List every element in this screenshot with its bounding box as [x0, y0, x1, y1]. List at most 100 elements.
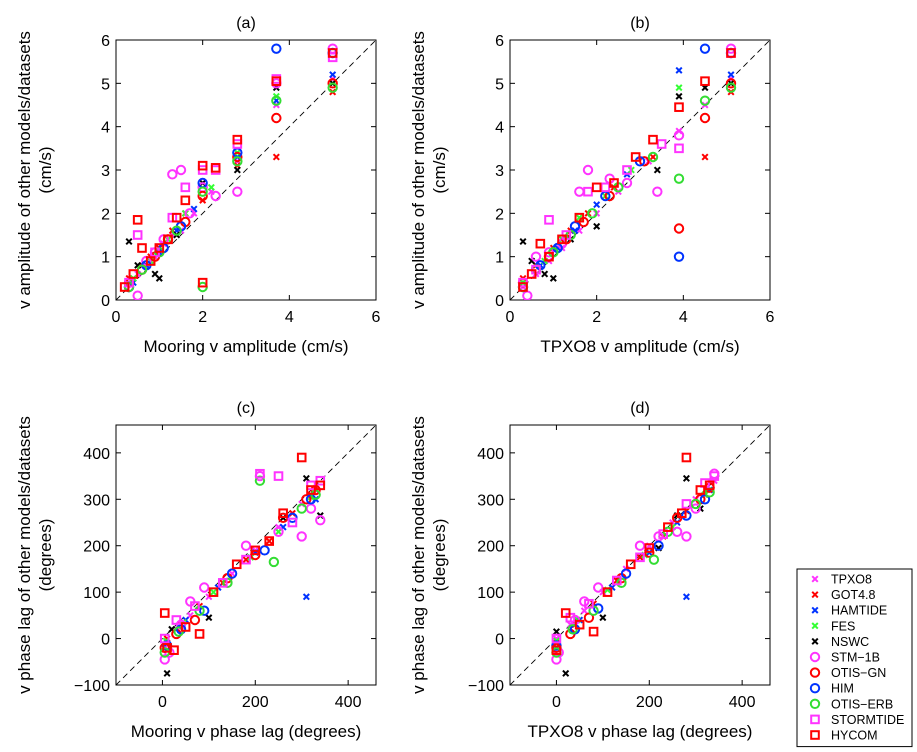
data-point	[574, 619, 585, 630]
legend-label: FES	[831, 619, 855, 633]
series-stm-1b	[123, 43, 338, 300]
data-point	[250, 545, 261, 556]
data-point	[648, 554, 660, 565]
legend-item: OTIS−ERB	[809, 697, 893, 711]
data-point	[653, 540, 664, 551]
legend-item: FES	[811, 619, 855, 633]
panels: 0 2 4 6 0 1 2 3 4 5 6 (a) Mooring v amplitude (cm/s)…	[15, 15, 775, 741]
legend-item: STM−1B	[809, 651, 880, 665]
data-point	[648, 134, 658, 145]
data-point	[649, 153, 657, 161]
y-axis-label: v phase lag of other models/datasets (deg…	[409, 416, 449, 694]
data-point	[673, 251, 685, 262]
data-point	[674, 143, 684, 154]
legend-marker	[811, 622, 819, 630]
data-point	[588, 626, 599, 637]
y-tick-label: 100	[83, 585, 110, 602]
x-tick-label: 0	[158, 694, 167, 711]
legend-label: GOT4.8	[831, 588, 876, 602]
data-point	[180, 622, 191, 632]
y-tick-label: 2	[495, 206, 504, 223]
legend-item: HYCOM	[810, 729, 878, 743]
data-point	[190, 601, 200, 611]
x-tick-label: 2	[592, 309, 601, 326]
data-point	[699, 112, 711, 124]
data-point	[154, 243, 165, 253]
x-tick-label: 4	[285, 309, 294, 326]
data-point	[271, 76, 282, 86]
legend-marker	[811, 637, 819, 645]
x-tick-label: 6	[766, 309, 775, 326]
legend-label: HYCOM	[831, 729, 878, 743]
data-point	[197, 277, 208, 288]
x-tick-label: 200	[636, 694, 663, 711]
legend-label: STM−1B	[831, 651, 880, 665]
data-point	[726, 48, 736, 58]
data-point	[704, 480, 715, 491]
y-tick-label: 3	[101, 163, 110, 180]
data-point	[268, 556, 280, 568]
data-point	[137, 243, 147, 253]
data-point	[205, 614, 213, 622]
data-point	[163, 234, 173, 245]
legend-label: HIM	[831, 682, 854, 696]
x-tick-label: 4	[679, 309, 688, 326]
series-hycom	[159, 452, 326, 655]
data-point	[184, 208, 195, 219]
data-point	[163, 669, 171, 677]
data-point	[302, 474, 310, 482]
y-axis-label: v amplitude of other models/datasets (cm/…	[15, 31, 55, 309]
data-point	[544, 215, 554, 225]
y-tick-label: 5	[495, 76, 504, 93]
y-tick-label: −100	[468, 678, 504, 695]
y-tick-label: 300	[477, 492, 504, 509]
data-point	[232, 186, 243, 197]
data-point	[653, 166, 661, 174]
legend-label: NSWC	[831, 635, 869, 649]
data-point	[630, 152, 641, 162]
y-tick-label: 4	[101, 120, 110, 137]
legend-item: STORMTIDE	[810, 713, 904, 727]
data-point	[560, 608, 571, 618]
data-point	[296, 452, 307, 463]
y-tick-label: 5	[101, 76, 110, 93]
data-point	[699, 95, 711, 106]
data-point	[635, 552, 645, 563]
series-hycom	[518, 48, 736, 292]
data-point	[676, 508, 687, 519]
data-point	[272, 153, 280, 161]
y-tick-label: 400	[83, 446, 110, 463]
y-tick-label: 0	[495, 293, 504, 310]
data-point	[673, 130, 685, 141]
legend-label: HAMTIDE	[831, 604, 887, 618]
x-tick-label: 2	[198, 309, 207, 326]
data-point	[593, 582, 604, 593]
legend-label: OTIS−GN	[831, 666, 886, 680]
legend-marker	[809, 651, 821, 663]
data-point	[197, 160, 208, 171]
data-points	[159, 452, 326, 677]
legend-marker	[811, 606, 819, 614]
data-point	[580, 607, 588, 615]
data-point	[132, 215, 143, 225]
data-point	[197, 186, 208, 197]
data-point	[265, 537, 273, 545]
y-tick-label: 200	[477, 539, 504, 556]
y-tick-label: 0	[101, 632, 110, 649]
data-point	[264, 536, 275, 546]
data-point	[701, 153, 709, 161]
data-point	[682, 474, 690, 482]
x-tick-label: 6	[372, 309, 381, 326]
data-point	[591, 182, 602, 193]
data-point	[621, 177, 633, 189]
legend-item: HAMTIDE	[811, 604, 887, 618]
data-point	[226, 568, 238, 579]
data-points	[551, 452, 720, 677]
legend-item: TPXO8	[811, 573, 872, 587]
data-point	[526, 269, 537, 279]
data-point	[232, 151, 243, 163]
x-tick-label: 0	[506, 309, 515, 326]
y-tick-label: 300	[83, 492, 110, 509]
data-point	[132, 290, 143, 300]
data-point	[699, 494, 711, 505]
